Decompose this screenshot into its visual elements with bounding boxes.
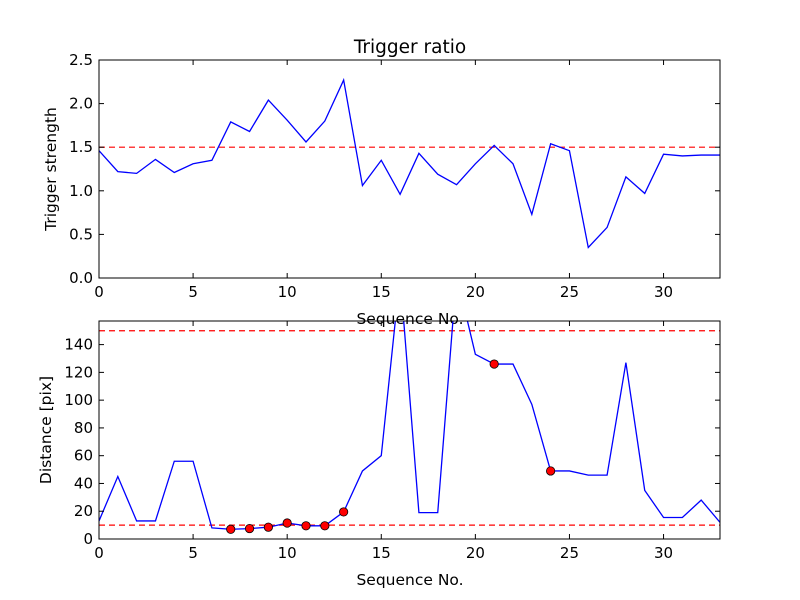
y-tick-label: 60 — [74, 447, 93, 465]
y-tick-label: 40 — [74, 474, 93, 492]
x-tick-label: 30 — [654, 283, 673, 301]
data-point-marker — [546, 466, 556, 476]
y-tick-label: 0 — [83, 530, 93, 548]
data-point-marker — [489, 359, 499, 369]
data-point-marker — [282, 518, 292, 528]
x-tick-label: 25 — [560, 283, 579, 301]
data-point-marker — [339, 507, 349, 517]
series-line — [99, 321, 720, 530]
distance-chart: Sequence No. Distance [pix] 0 5 10 15 20 25 30… — [37, 320, 721, 589]
axes-frame — [98, 320, 721, 540]
chart-title: Trigger ratio — [353, 37, 466, 58]
x-tick-label: 15 — [372, 544, 391, 562]
x-tick-label: 10 — [278, 283, 297, 301]
y-tick-label: 0.0 — [69, 269, 93, 287]
x-tick-label: 5 — [188, 544, 198, 562]
y-tick-label: 20 — [74, 502, 93, 520]
plot-area-distance: 0 5 10 15 20 25 30 0 20 40 60 80 100 120 140 — [64, 320, 721, 562]
x-tick-label: 30 — [654, 544, 673, 562]
y-tick-label: 140 — [64, 336, 93, 354]
y-axis-label: Trigger strength — [42, 107, 60, 232]
data-point-marker — [263, 522, 273, 532]
y-tick-label: 2.5 — [69, 51, 93, 69]
y-tick-label: 1.5 — [69, 138, 93, 156]
y-tick-label: 100 — [64, 391, 93, 409]
x-tick-label: 0 — [94, 544, 104, 562]
data-point-marker — [301, 521, 311, 531]
data-point-marker — [320, 521, 330, 531]
axes-frame — [98, 59, 721, 279]
series-line — [99, 77, 720, 249]
x-axis-label: Sequence No. — [356, 310, 463, 328]
y-tick-label: 1.0 — [69, 182, 93, 200]
y-axis-label: Distance [pix] — [37, 376, 55, 484]
y-tick-label: 120 — [64, 363, 93, 381]
x-tick-label: 20 — [466, 544, 485, 562]
plot-area-trigger: 0 5 10 15 20 25 30 0.0 0.5 1.0 1.5 2.0 2.5 — [69, 51, 721, 301]
data-point-marker — [226, 524, 236, 534]
y-tick-label: 0.5 — [69, 225, 93, 243]
x-tick-label: 10 — [278, 544, 297, 562]
x-tick-label: 25 — [560, 544, 579, 562]
data-point-marker — [244, 523, 255, 534]
x-tick-label: 20 — [466, 283, 485, 301]
x-axis-label: Sequence No. — [356, 571, 463, 589]
y-tick-label: 80 — [74, 419, 93, 437]
trigger-ratio-chart: Trigger ratio Sequence No. Trigger stren… — [42, 37, 721, 328]
y-tick-label: 2.0 — [69, 95, 93, 113]
x-tick-label: 0 — [94, 283, 104, 301]
x-tick-label: 15 — [372, 283, 391, 301]
x-tick-label: 5 — [188, 283, 198, 301]
